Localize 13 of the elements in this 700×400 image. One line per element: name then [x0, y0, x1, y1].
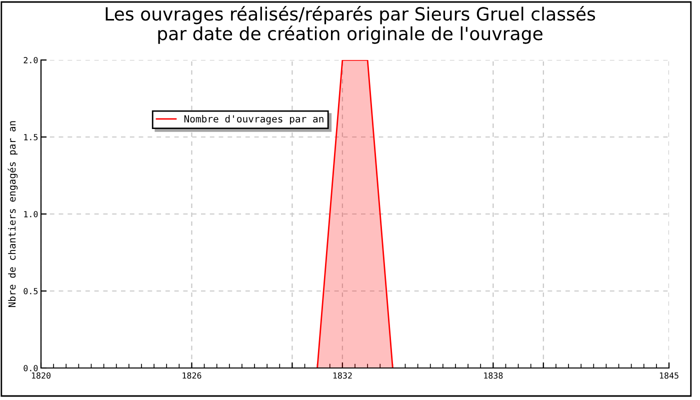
- y-tick-label: 1.5: [24, 134, 38, 140]
- y-tick-label: 2.0: [24, 57, 38, 64]
- y-tick-label: 1.0: [24, 211, 38, 218]
- x-tick-label: 1838: [484, 372, 503, 379]
- y-tick-label: 0.0: [24, 365, 38, 372]
- x-tick-label: 1820: [32, 372, 50, 379]
- x-tick-label: 1832: [333, 372, 352, 379]
- x-tick-label: 1845: [660, 372, 678, 379]
- chart-title: Les ouvrages réalisés/réparés par Sieurs Gruel classés par date de création originale de l'ouvrage: [106, 6, 596, 44]
- x-tick-label: 1826: [182, 372, 202, 379]
- legend-label: Nombre d'ouvrages par an: [184, 115, 324, 124]
- y-axis-title: Nbre de chantiers engagés par an: [8, 121, 18, 307]
- y-tick-label: 0.5: [24, 288, 38, 294]
